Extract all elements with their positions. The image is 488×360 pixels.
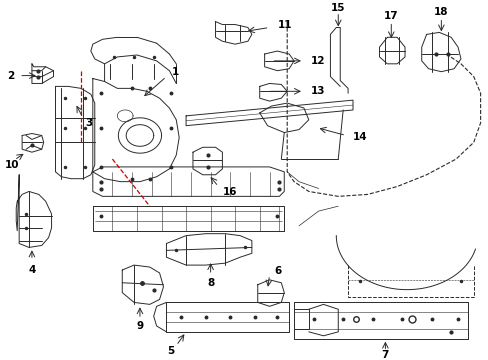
Text: 13: 13	[310, 86, 325, 96]
Text: 5: 5	[167, 346, 174, 356]
Text: 10: 10	[5, 160, 20, 170]
Text: 7: 7	[381, 350, 388, 360]
Text: 18: 18	[433, 7, 447, 17]
Text: 12: 12	[310, 56, 325, 66]
Text: 9: 9	[136, 321, 143, 331]
Text: 15: 15	[330, 3, 345, 13]
Text: 3: 3	[85, 118, 92, 128]
Text: 11: 11	[277, 19, 291, 30]
Text: 17: 17	[383, 11, 398, 21]
Text: 16: 16	[222, 188, 236, 197]
Text: 1: 1	[171, 67, 178, 77]
Text: 2: 2	[7, 71, 14, 81]
Text: 4: 4	[28, 265, 36, 275]
Text: 6: 6	[274, 266, 281, 276]
Text: 8: 8	[206, 278, 214, 288]
Text: 14: 14	[352, 132, 367, 143]
